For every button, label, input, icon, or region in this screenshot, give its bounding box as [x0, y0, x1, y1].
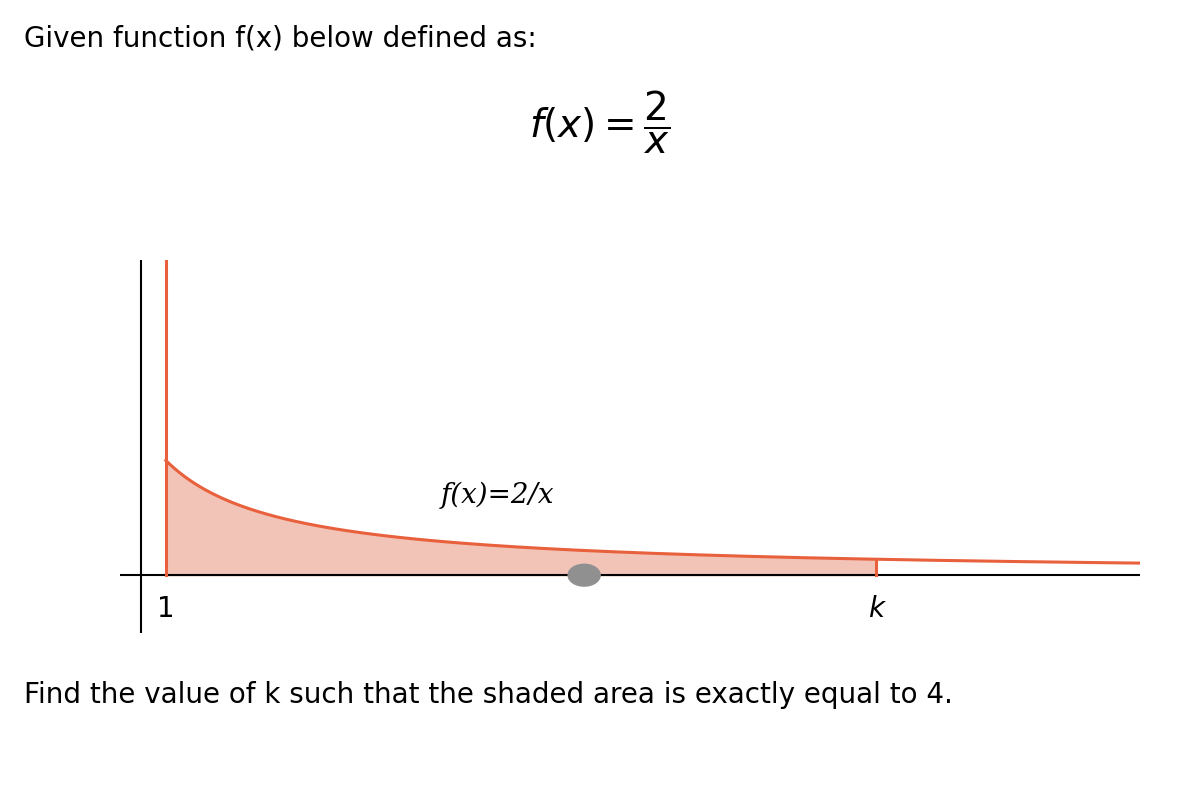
Text: $f(x) = \dfrac{2}{x}$: $f(x) = \dfrac{2}{x}$ [529, 89, 671, 157]
Text: 1: 1 [157, 595, 175, 624]
Ellipse shape [568, 564, 600, 586]
Text: Find the value of k such that the shaded area is exactly equal to 4.: Find the value of k such that the shaded… [24, 681, 953, 710]
Text: Given function f(x) below defined as:: Given function f(x) below defined as: [24, 24, 536, 53]
Text: k: k [869, 595, 884, 624]
Text: f(x)=2/x: f(x)=2/x [440, 481, 554, 508]
